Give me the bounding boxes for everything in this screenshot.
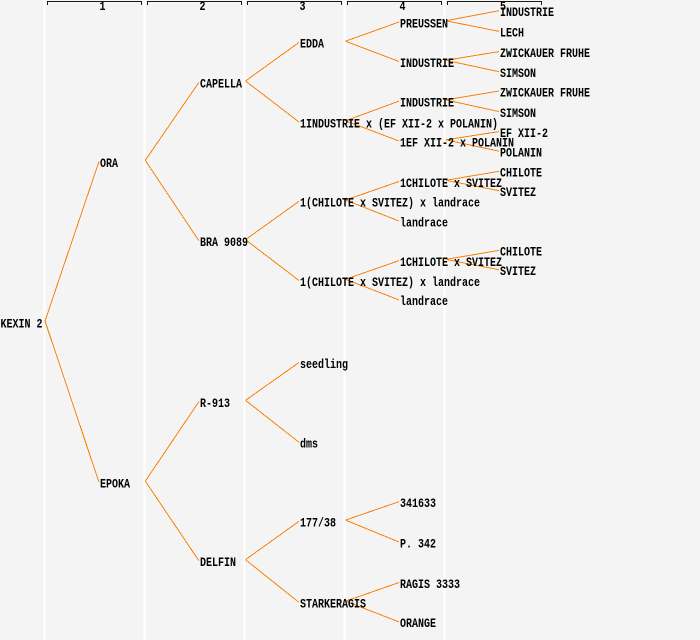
svg-text:KEXIN 2: KEXIN 2 [1, 317, 43, 332]
svg-text:2: 2 [200, 0, 206, 14]
svg-text:STARKERAGIS: STARKERAGIS [300, 597, 366, 612]
svg-text:ORA: ORA [100, 156, 118, 171]
svg-text:POLANIN: POLANIN [500, 146, 542, 161]
svg-text:SIMSON: SIMSON [500, 106, 536, 121]
svg-text:1(CHILOTE x SVITEZ) x landrace: 1(CHILOTE x SVITEZ) x landrace [300, 275, 480, 290]
svg-text:341633: 341633 [400, 496, 436, 511]
svg-text:CAPELLA: CAPELLA [200, 77, 242, 92]
svg-text:PREUSSEN: PREUSSEN [400, 16, 448, 31]
svg-text:SVITEZ: SVITEZ [500, 185, 536, 200]
svg-text:4: 4 [400, 0, 406, 14]
svg-text:ZWICKAUER FRUHE: ZWICKAUER FRUHE [500, 46, 590, 61]
svg-text:INDUSTRIE: INDUSTRIE [400, 56, 454, 71]
svg-text:INDUSTRIE: INDUSTRIE [400, 95, 454, 110]
svg-text:RAGIS 3333: RAGIS 3333 [400, 577, 460, 592]
svg-text:SVITEZ: SVITEZ [500, 264, 536, 279]
svg-text:1(CHILOTE x SVITEZ) x landrace: 1(CHILOTE x SVITEZ) x landrace [300, 196, 480, 211]
svg-text:LECH: LECH [500, 26, 524, 41]
svg-text:1CHILOTE x SVITEZ: 1CHILOTE x SVITEZ [400, 176, 502, 191]
svg-text:DELFIN: DELFIN [200, 555, 236, 570]
svg-text:1: 1 [100, 0, 106, 14]
svg-text:ORANGE: ORANGE [400, 616, 436, 631]
svg-text:CHILOTE: CHILOTE [500, 245, 542, 260]
svg-text:1INDUSTRIE x (EF XII-2 x POLAN: 1INDUSTRIE x (EF XII-2 x POLANIN) [300, 116, 498, 131]
svg-text:177/38: 177/38 [300, 516, 336, 531]
svg-text:seedling: seedling [300, 357, 348, 372]
svg-text:EPOKA: EPOKA [100, 477, 130, 492]
svg-text:3: 3 [300, 0, 306, 14]
svg-text:EDDA: EDDA [300, 37, 324, 52]
svg-text:1EF XII-2 x POLANIN: 1EF XII-2 x POLANIN [400, 135, 514, 150]
svg-text:CHILOTE: CHILOTE [500, 166, 542, 181]
svg-text:ZWICKAUER FRUHE: ZWICKAUER FRUHE [500, 85, 590, 100]
svg-text:1CHILOTE x SVITEZ: 1CHILOTE x SVITEZ [400, 255, 502, 270]
svg-text:landrace: landrace [400, 294, 448, 309]
svg-text:SIMSON: SIMSON [500, 66, 536, 81]
svg-text:P. 342: P. 342 [400, 536, 436, 551]
svg-text:landrace: landrace [400, 215, 448, 230]
svg-text:BRA 9089: BRA 9089 [200, 235, 248, 250]
svg-text:INDUSTRIE: INDUSTRIE [500, 5, 554, 20]
svg-text:dms: dms [300, 437, 318, 452]
svg-text:5: 5 [500, 0, 506, 14]
svg-text:EF XII-2: EF XII-2 [500, 126, 548, 141]
svg-text:R-913: R-913 [200, 396, 230, 411]
